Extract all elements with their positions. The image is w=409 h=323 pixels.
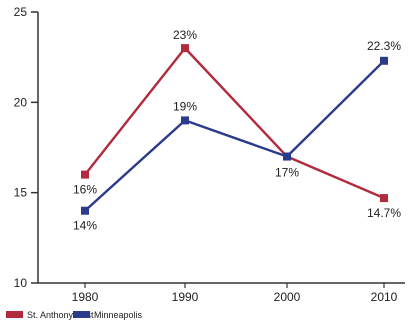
x-tick-label: 2000 <box>274 290 301 304</box>
legend-swatch <box>73 311 90 318</box>
series-point-1 <box>181 116 189 125</box>
y-tick-label: 15 <box>14 186 28 200</box>
data-label: 23% <box>173 28 197 42</box>
legend-swatch <box>6 311 23 318</box>
series-point-1 <box>283 152 291 161</box>
legend-label: St. Anthony East <box>27 310 94 320</box>
series-point-0 <box>380 194 388 203</box>
data-label: 14% <box>73 219 97 233</box>
series-point-1 <box>81 206 89 215</box>
series-line-0 <box>84 46 385 200</box>
legend: St. Anthony East Minneapolis <box>6 310 143 320</box>
series-points <box>81 44 388 215</box>
series-point-0 <box>81 170 89 179</box>
series-point-1 <box>380 56 388 65</box>
series-line-1 <box>84 59 385 212</box>
data-label: 16% <box>73 183 97 197</box>
y-tick-label: 25 <box>14 5 28 19</box>
series-lines <box>84 46 385 212</box>
y-axis-ticks: 10 15 20 25 <box>14 5 38 290</box>
x-tick-label: 1980 <box>72 290 99 304</box>
x-tick-label: 1990 <box>172 290 199 304</box>
series-point-0 <box>181 44 189 53</box>
data-label: 17% <box>275 166 299 180</box>
legend-label: Minneapolis <box>94 310 143 320</box>
y-tick-label: 10 <box>14 276 28 290</box>
data-labels: 16% 23% 14.7% 14% 19% 17% 22.3% <box>73 28 401 233</box>
y-tick-label: 20 <box>14 95 28 109</box>
data-label: 22.3% <box>367 39 401 53</box>
data-label: 14.7% <box>367 206 401 220</box>
x-tick-label: 2010 <box>371 290 398 304</box>
data-label: 19% <box>173 99 197 113</box>
x-axis-ticks: 1980 1990 2000 2010 <box>72 283 398 304</box>
